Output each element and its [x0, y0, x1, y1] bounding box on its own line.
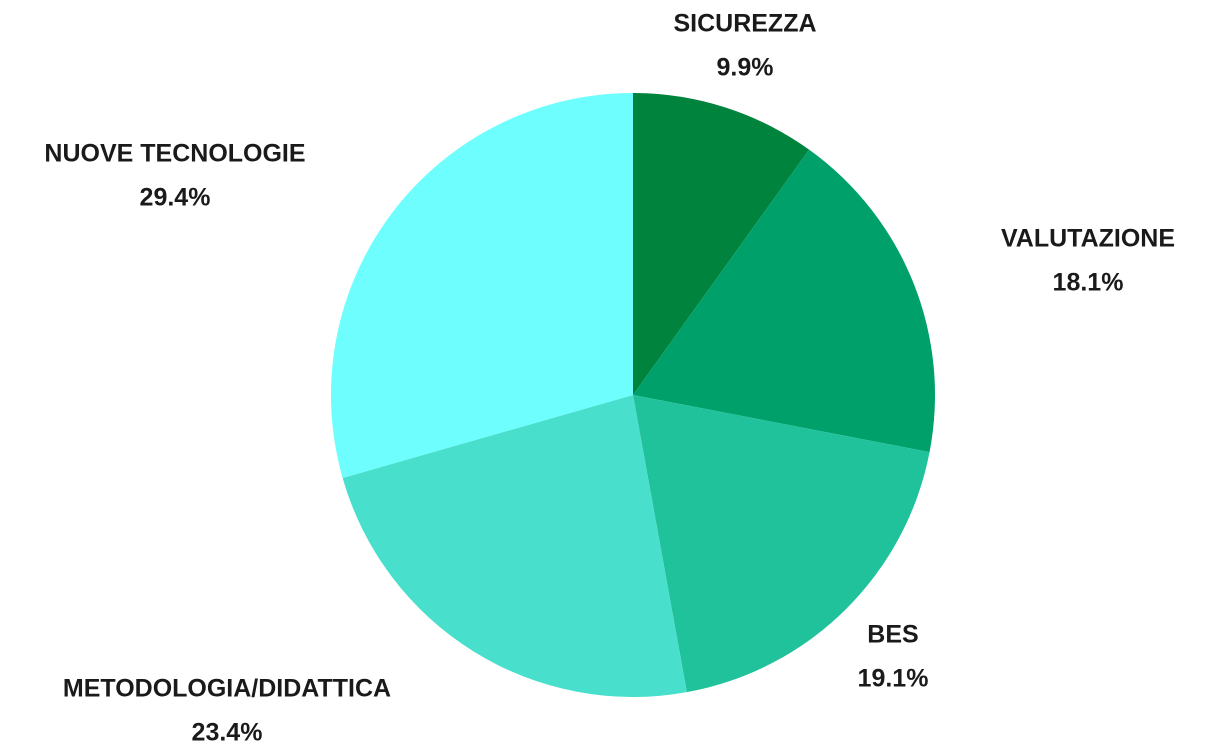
slice-label: VALUTAZIONE: [1001, 225, 1175, 253]
slice-value-label: 29.4%: [140, 184, 211, 212]
slice-label: NUOVE TECNOLOGIE: [44, 140, 305, 168]
slice-value-label: 9.9%: [717, 54, 774, 82]
pie-slice: [342, 395, 687, 697]
slice-value-label: 19.1%: [858, 665, 929, 693]
slice-value-label: 18.1%: [1053, 269, 1124, 297]
pie-slice: [331, 93, 633, 478]
pie-slice: [633, 149, 935, 453]
pie-slice: [633, 395, 930, 693]
slice-label: METODOLOGIA/DIDATTICA: [63, 675, 391, 703]
slice-label: BES: [867, 621, 918, 649]
slice-label: SICUREZZA: [673, 10, 816, 38]
slice-value-label: 23.4%: [192, 719, 263, 744]
pie-slice: [633, 93, 810, 395]
